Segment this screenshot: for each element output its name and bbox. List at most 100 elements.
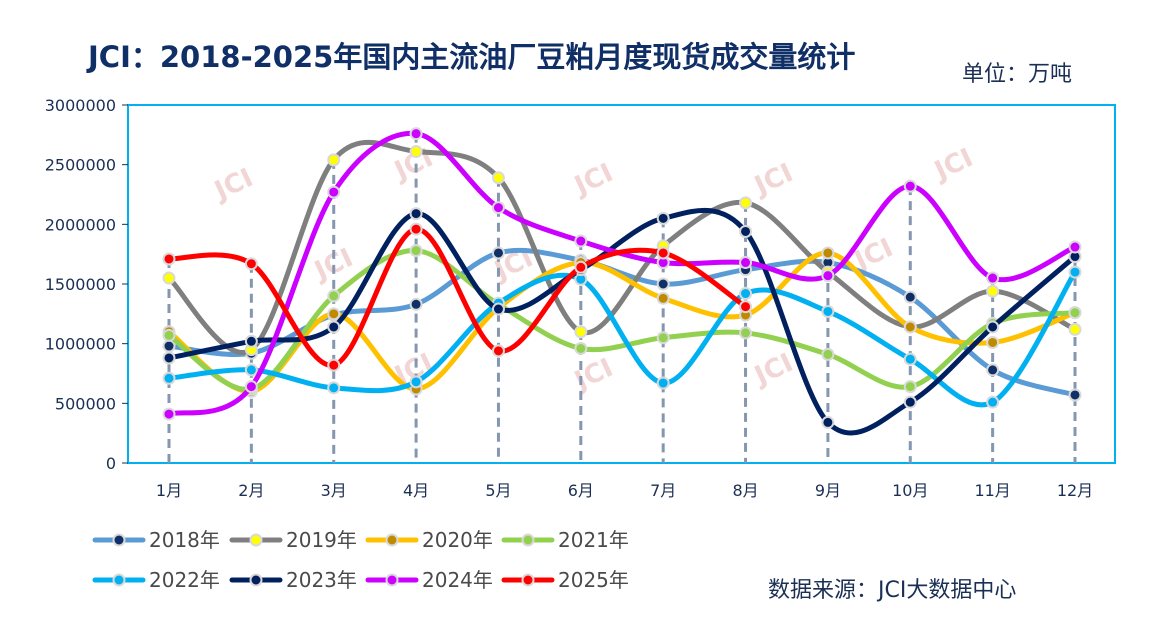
legend-label: 2022年 [149,568,220,592]
data-point [327,381,341,395]
data-point [1068,265,1082,279]
legend-swatch-marker [249,573,263,587]
data-point [327,289,341,303]
legend-label: 2018年 [149,528,220,552]
legend-item: 2018年 [92,528,220,552]
data-point [739,256,753,270]
data-point [986,335,1000,349]
data-point [986,395,1000,409]
data-point [986,284,1000,298]
data-point [409,207,423,221]
data-point [327,185,341,199]
x-tick-label: 12月 [1057,481,1093,500]
data-point [574,234,588,248]
data-point [162,371,176,385]
data-point [739,196,753,210]
x-tick-label: 4月 [403,481,429,500]
x-tick-label: 8月 [732,481,758,500]
legend-label: 2021年 [558,528,629,552]
data-point [1068,306,1082,320]
data-point [491,201,505,215]
x-tick-label: 9月 [815,481,841,500]
legend-swatch-marker [521,573,535,587]
y-tick-label: 1500000 [45,275,116,294]
legend-item: 2024年 [365,568,493,592]
data-point [491,171,505,185]
data-point [1068,388,1082,402]
data-point [903,380,917,394]
data-point [821,269,835,283]
x-axis: 1月 2月 3月 4月 5月 6月 7月 8月 9月 10月 11月 12月 [156,481,1093,500]
data-point [574,325,588,339]
y-tick-label: 1000000 [45,335,116,354]
watermark-text: JCI [208,163,257,207]
chart-title: JCI：2018-2025年国内主流油厂豆粕月度现货成交量统计 [88,40,856,74]
series-2022年 [162,265,1082,409]
data-point [1068,240,1082,254]
data-point [162,252,176,266]
x-tick-label: 5月 [485,481,511,500]
data-point [903,179,917,193]
data-point [491,246,505,260]
legend-label: 2024年 [422,568,493,592]
watermark-text: JCI [748,158,797,202]
y-tick-label: 0 [106,454,116,473]
data-point [162,351,176,365]
legend-swatch-marker [249,533,263,547]
data-point [821,415,835,429]
data-point [986,363,1000,377]
data-point [574,260,588,274]
data-point [491,344,505,358]
legend-item: 2025年 [501,568,629,592]
data-point [986,271,1000,285]
series-line [166,131,1078,417]
legend-label: 2019年 [286,528,357,552]
data-point [821,304,835,318]
legend-item: 2020年 [365,528,493,552]
data-point [656,291,670,305]
y-tick-label: 2000000 [45,215,116,234]
data-point [244,334,258,348]
data-point [986,320,1000,334]
legend-item: 2022年 [92,568,220,592]
data-point [739,287,753,301]
data-point [574,341,588,355]
data-point [903,320,917,334]
legend-swatch-marker [385,533,399,547]
data-point [903,352,917,366]
legend-swatch-marker [521,533,535,547]
watermark-text: JCI [568,353,617,397]
legend-swatch-marker [385,573,399,587]
data-point [739,224,753,238]
x-tick-label: 6月 [568,481,594,500]
legend-swatch-marker [112,533,126,547]
data-point [739,326,753,340]
data-point [327,358,341,372]
data-point [491,302,505,316]
legend-item: 2021年 [501,528,629,552]
data-point [162,407,176,421]
data-point [656,277,670,291]
data-point [327,153,341,167]
legend-item: 2023年 [229,568,357,592]
legend: 2018年 2019年 2020年 2021年 2022年 2023年 2024年 2025年 [92,528,629,592]
data-point [409,297,423,311]
series-2025年 [162,222,753,372]
data-point [656,211,670,225]
x-tick-label: 10月 [892,481,928,500]
data-point [162,271,176,285]
series-2023年 [162,207,1082,436]
y-tick-label: 3000000 [45,96,116,115]
data-point [656,246,670,260]
x-tick-label: 11月 [974,481,1010,500]
data-point [903,395,917,409]
series-2021年 [162,244,1082,396]
watermark-text: JCI [748,348,797,392]
data-point [409,222,423,236]
legend-item: 2019年 [229,528,357,552]
series-line [166,248,1078,392]
data-point [244,380,258,394]
legend-label: 2020年 [422,528,493,552]
data-point [739,300,753,314]
